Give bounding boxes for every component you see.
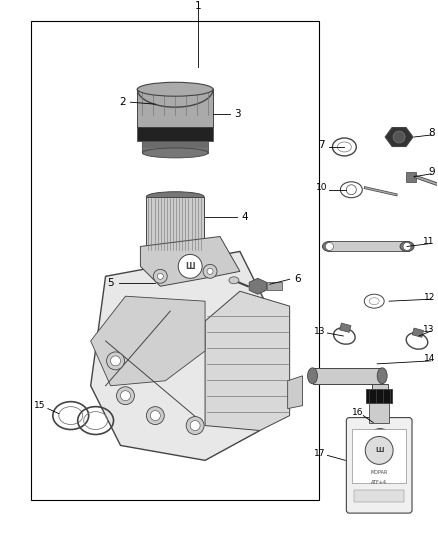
Text: 14: 14 [424, 354, 435, 364]
Polygon shape [205, 291, 290, 431]
Polygon shape [288, 376, 303, 409]
Text: 15: 15 [34, 401, 46, 410]
Circle shape [178, 254, 202, 278]
Circle shape [207, 268, 213, 274]
Circle shape [393, 131, 405, 143]
Bar [165, 264, 185, 274]
Text: MOPAR: MOPAR [371, 470, 388, 475]
Circle shape [190, 421, 200, 431]
FancyBboxPatch shape [346, 417, 412, 513]
Ellipse shape [377, 368, 387, 384]
Circle shape [117, 387, 134, 405]
Circle shape [203, 264, 217, 278]
Bar [372, 384, 388, 433]
Bar [329, 241, 409, 252]
Bar [267, 282, 282, 290]
Circle shape [153, 269, 167, 283]
Text: 5: 5 [107, 278, 114, 288]
Text: 13: 13 [314, 327, 325, 336]
Polygon shape [249, 278, 266, 294]
Text: Ш: Ш [185, 262, 195, 271]
Circle shape [157, 273, 163, 279]
Circle shape [403, 243, 411, 251]
Text: Ш: Ш [375, 447, 383, 454]
Polygon shape [91, 296, 205, 386]
Ellipse shape [229, 277, 239, 284]
Bar [339, 323, 351, 333]
Circle shape [110, 356, 120, 366]
Circle shape [150, 410, 160, 421]
Ellipse shape [372, 429, 388, 439]
Polygon shape [385, 127, 413, 147]
Circle shape [146, 407, 164, 425]
Bar [354, 490, 404, 502]
Bar [146, 197, 204, 252]
Text: 6: 6 [294, 274, 301, 284]
Ellipse shape [145, 254, 206, 264]
Ellipse shape [146, 192, 204, 201]
Bar [313, 368, 382, 384]
Bar [412, 328, 424, 337]
Bar [366, 389, 392, 402]
Ellipse shape [322, 241, 336, 252]
Text: 17: 17 [314, 449, 325, 458]
Circle shape [120, 391, 131, 401]
Bar [406, 172, 416, 182]
Text: 4: 4 [241, 212, 248, 222]
Text: 1: 1 [195, 1, 201, 11]
Text: 13: 13 [424, 325, 435, 334]
Ellipse shape [307, 368, 318, 384]
Polygon shape [91, 252, 275, 461]
Text: 7: 7 [318, 140, 325, 150]
Circle shape [186, 417, 204, 434]
Ellipse shape [138, 82, 213, 96]
Text: 11: 11 [424, 237, 435, 246]
Text: 10: 10 [316, 183, 327, 192]
Text: 9: 9 [428, 167, 435, 177]
Text: 3: 3 [235, 109, 241, 119]
Polygon shape [141, 237, 240, 286]
Bar [352, 429, 406, 483]
Text: 16: 16 [352, 408, 363, 417]
Bar [145, 252, 206, 260]
Bar [138, 127, 213, 141]
Circle shape [106, 352, 124, 370]
Bar [369, 401, 389, 423]
Bar [31, 21, 319, 500]
Text: ATF+4: ATF+4 [371, 480, 387, 484]
Circle shape [346, 185, 356, 195]
Bar [138, 89, 213, 127]
Text: 8: 8 [428, 128, 435, 138]
Circle shape [325, 243, 333, 251]
Circle shape [365, 437, 393, 464]
Ellipse shape [400, 241, 414, 252]
Text: 12: 12 [424, 293, 435, 302]
Bar [142, 141, 208, 153]
Text: 2: 2 [119, 97, 126, 107]
Ellipse shape [142, 148, 208, 158]
